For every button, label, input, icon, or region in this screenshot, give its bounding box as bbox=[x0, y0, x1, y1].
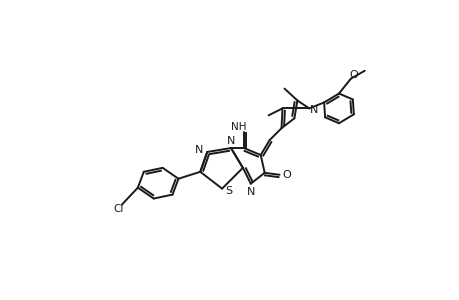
Text: N: N bbox=[309, 105, 318, 116]
Text: O: O bbox=[281, 170, 290, 180]
Text: N: N bbox=[195, 145, 203, 155]
Text: S: S bbox=[225, 186, 232, 196]
Text: NH: NH bbox=[231, 122, 246, 132]
Text: N: N bbox=[226, 136, 235, 146]
Text: N: N bbox=[246, 187, 254, 196]
Text: O: O bbox=[349, 70, 358, 80]
Text: Cl: Cl bbox=[113, 204, 124, 214]
